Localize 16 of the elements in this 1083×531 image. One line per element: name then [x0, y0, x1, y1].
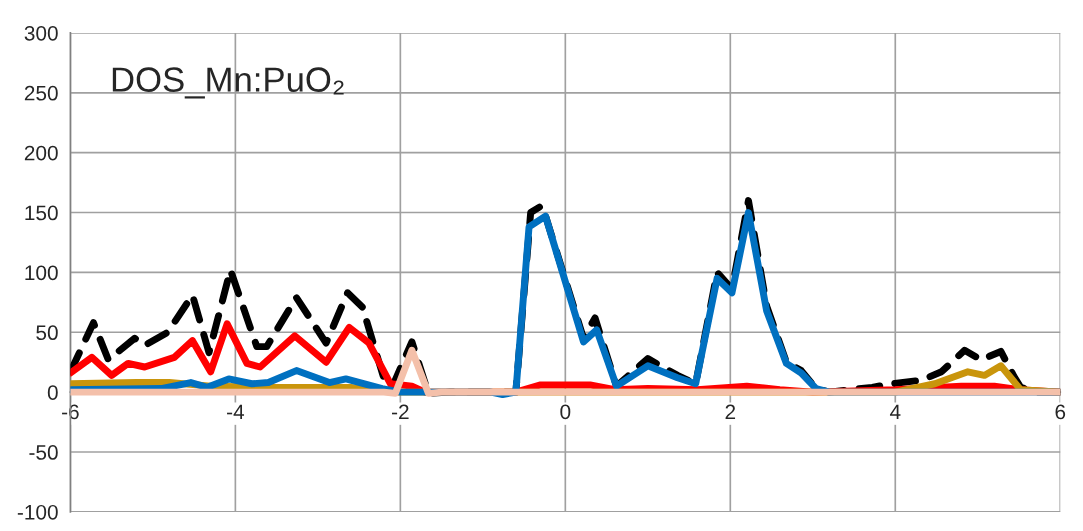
x-tick-label: 6 — [1055, 404, 1066, 420]
y-tick-label: 100 — [25, 265, 58, 281]
x-tick-label: 4 — [889, 404, 901, 420]
x-tick-label: 0 — [560, 404, 571, 420]
y-tick-label: 200 — [24, 145, 58, 161]
x-tick-label: -4 — [227, 404, 245, 420]
x-tick-label: 2 — [725, 404, 736, 420]
y-tick-label: 300 — [24, 25, 58, 41]
y-tick-label: 150 — [25, 205, 58, 221]
y-tick-label: 0 — [47, 385, 58, 400]
y-tick-label: 250 — [24, 85, 58, 101]
y-tick-label: -50 — [29, 445, 58, 460]
y-tick-label: 50 — [36, 325, 58, 341]
y-tick-label: -100 — [17, 504, 58, 520]
x-tick-label: -2 — [392, 404, 409, 420]
text: DOS_Mn:PuO₂ — [112, 67, 344, 99]
